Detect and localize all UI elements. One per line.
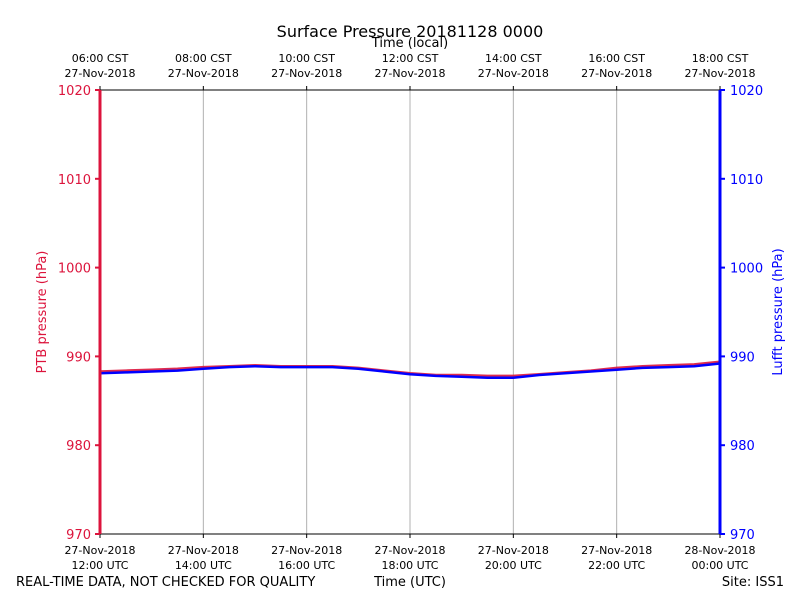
right-y-tick-label: 1020: [730, 84, 763, 99]
x-tick-date: 27-Nov-2018: [271, 544, 342, 557]
top-tick-date: 27-Nov-2018: [64, 67, 135, 80]
left-y-tick-label: 980: [66, 439, 91, 454]
right-y-tick-label: 1010: [730, 173, 763, 188]
top-tick-date: 27-Nov-2018: [684, 67, 755, 80]
x-tick-date: 27-Nov-2018: [581, 544, 652, 557]
x-tick-time: 12:00 UTC: [71, 559, 128, 572]
x-tick-time: 14:00 UTC: [175, 559, 232, 572]
top-tick-date: 27-Nov-2018: [478, 67, 549, 80]
x-tick-time: 16:00 UTC: [278, 559, 335, 572]
grid-lines: [202, 90, 618, 534]
x-tick-date: 28-Nov-2018: [684, 544, 755, 557]
top-tick-time: 06:00 CST: [72, 52, 129, 65]
x-tick-date: 27-Nov-2018: [478, 544, 549, 557]
left-y-tick-label: 1010: [58, 173, 91, 188]
x-tick-time: 20:00 UTC: [485, 559, 542, 572]
x-tick-time: 18:00 UTC: [381, 559, 438, 572]
quality-disclaimer: REAL-TIME DATA, NOT CHECKED FOR QUALITY: [16, 575, 316, 590]
left-y-tick-label: 1020: [58, 84, 91, 99]
x-tick-time: 00:00 UTC: [691, 559, 748, 572]
x-tick-time: 22:00 UTC: [588, 559, 645, 572]
top-tick-time: 10:00 CST: [278, 52, 335, 65]
top-tick-time: 18:00 CST: [692, 52, 749, 65]
top-tick-date: 27-Nov-2018: [581, 67, 652, 80]
site-label: Site: ISS1: [721, 575, 784, 590]
left-y-tick-label: 1000: [58, 262, 91, 277]
right-y-tick-label: 990: [730, 350, 755, 365]
right-y-tick-label: 1000: [730, 262, 763, 277]
x-tick-date: 27-Nov-2018: [168, 544, 239, 557]
left-y-tick-label: 970: [66, 528, 91, 543]
top-axis-label: Time (local): [371, 36, 448, 51]
right-y-axis-label: Lufft pressure (hPa): [771, 248, 786, 375]
chart-title: Surface Pressure 20181128 0000: [277, 22, 544, 41]
top-tick-time: 12:00 CST: [382, 52, 439, 65]
axis-ticks: 27-Nov-2018 12:00 UTC 27-Nov-2018 14:00 UTC…: [58, 52, 763, 572]
left-y-tick-label: 990: [66, 350, 91, 365]
x-axis-label: Time (UTC): [374, 575, 446, 590]
x-tick-date: 27-Nov-2018: [374, 544, 445, 557]
right-y-tick-label: 970: [730, 528, 755, 543]
series-line-lufft-pressure: [99, 362, 721, 379]
top-tick-time: 08:00 CST: [175, 52, 232, 65]
right-y-tick-label: 980: [730, 439, 755, 454]
top-tick-date: 27-Nov-2018: [374, 67, 445, 80]
top-tick-time: 14:00 CST: [485, 52, 542, 65]
top-tick-time: 16:00 CST: [588, 52, 645, 65]
left-y-axis-label: PTB pressure (hPa): [35, 251, 50, 374]
series-lines: [99, 360, 721, 379]
x-tick-date: 27-Nov-2018: [64, 544, 135, 557]
top-tick-date: 27-Nov-2018: [271, 67, 342, 80]
top-tick-date: 27-Nov-2018: [168, 67, 239, 80]
